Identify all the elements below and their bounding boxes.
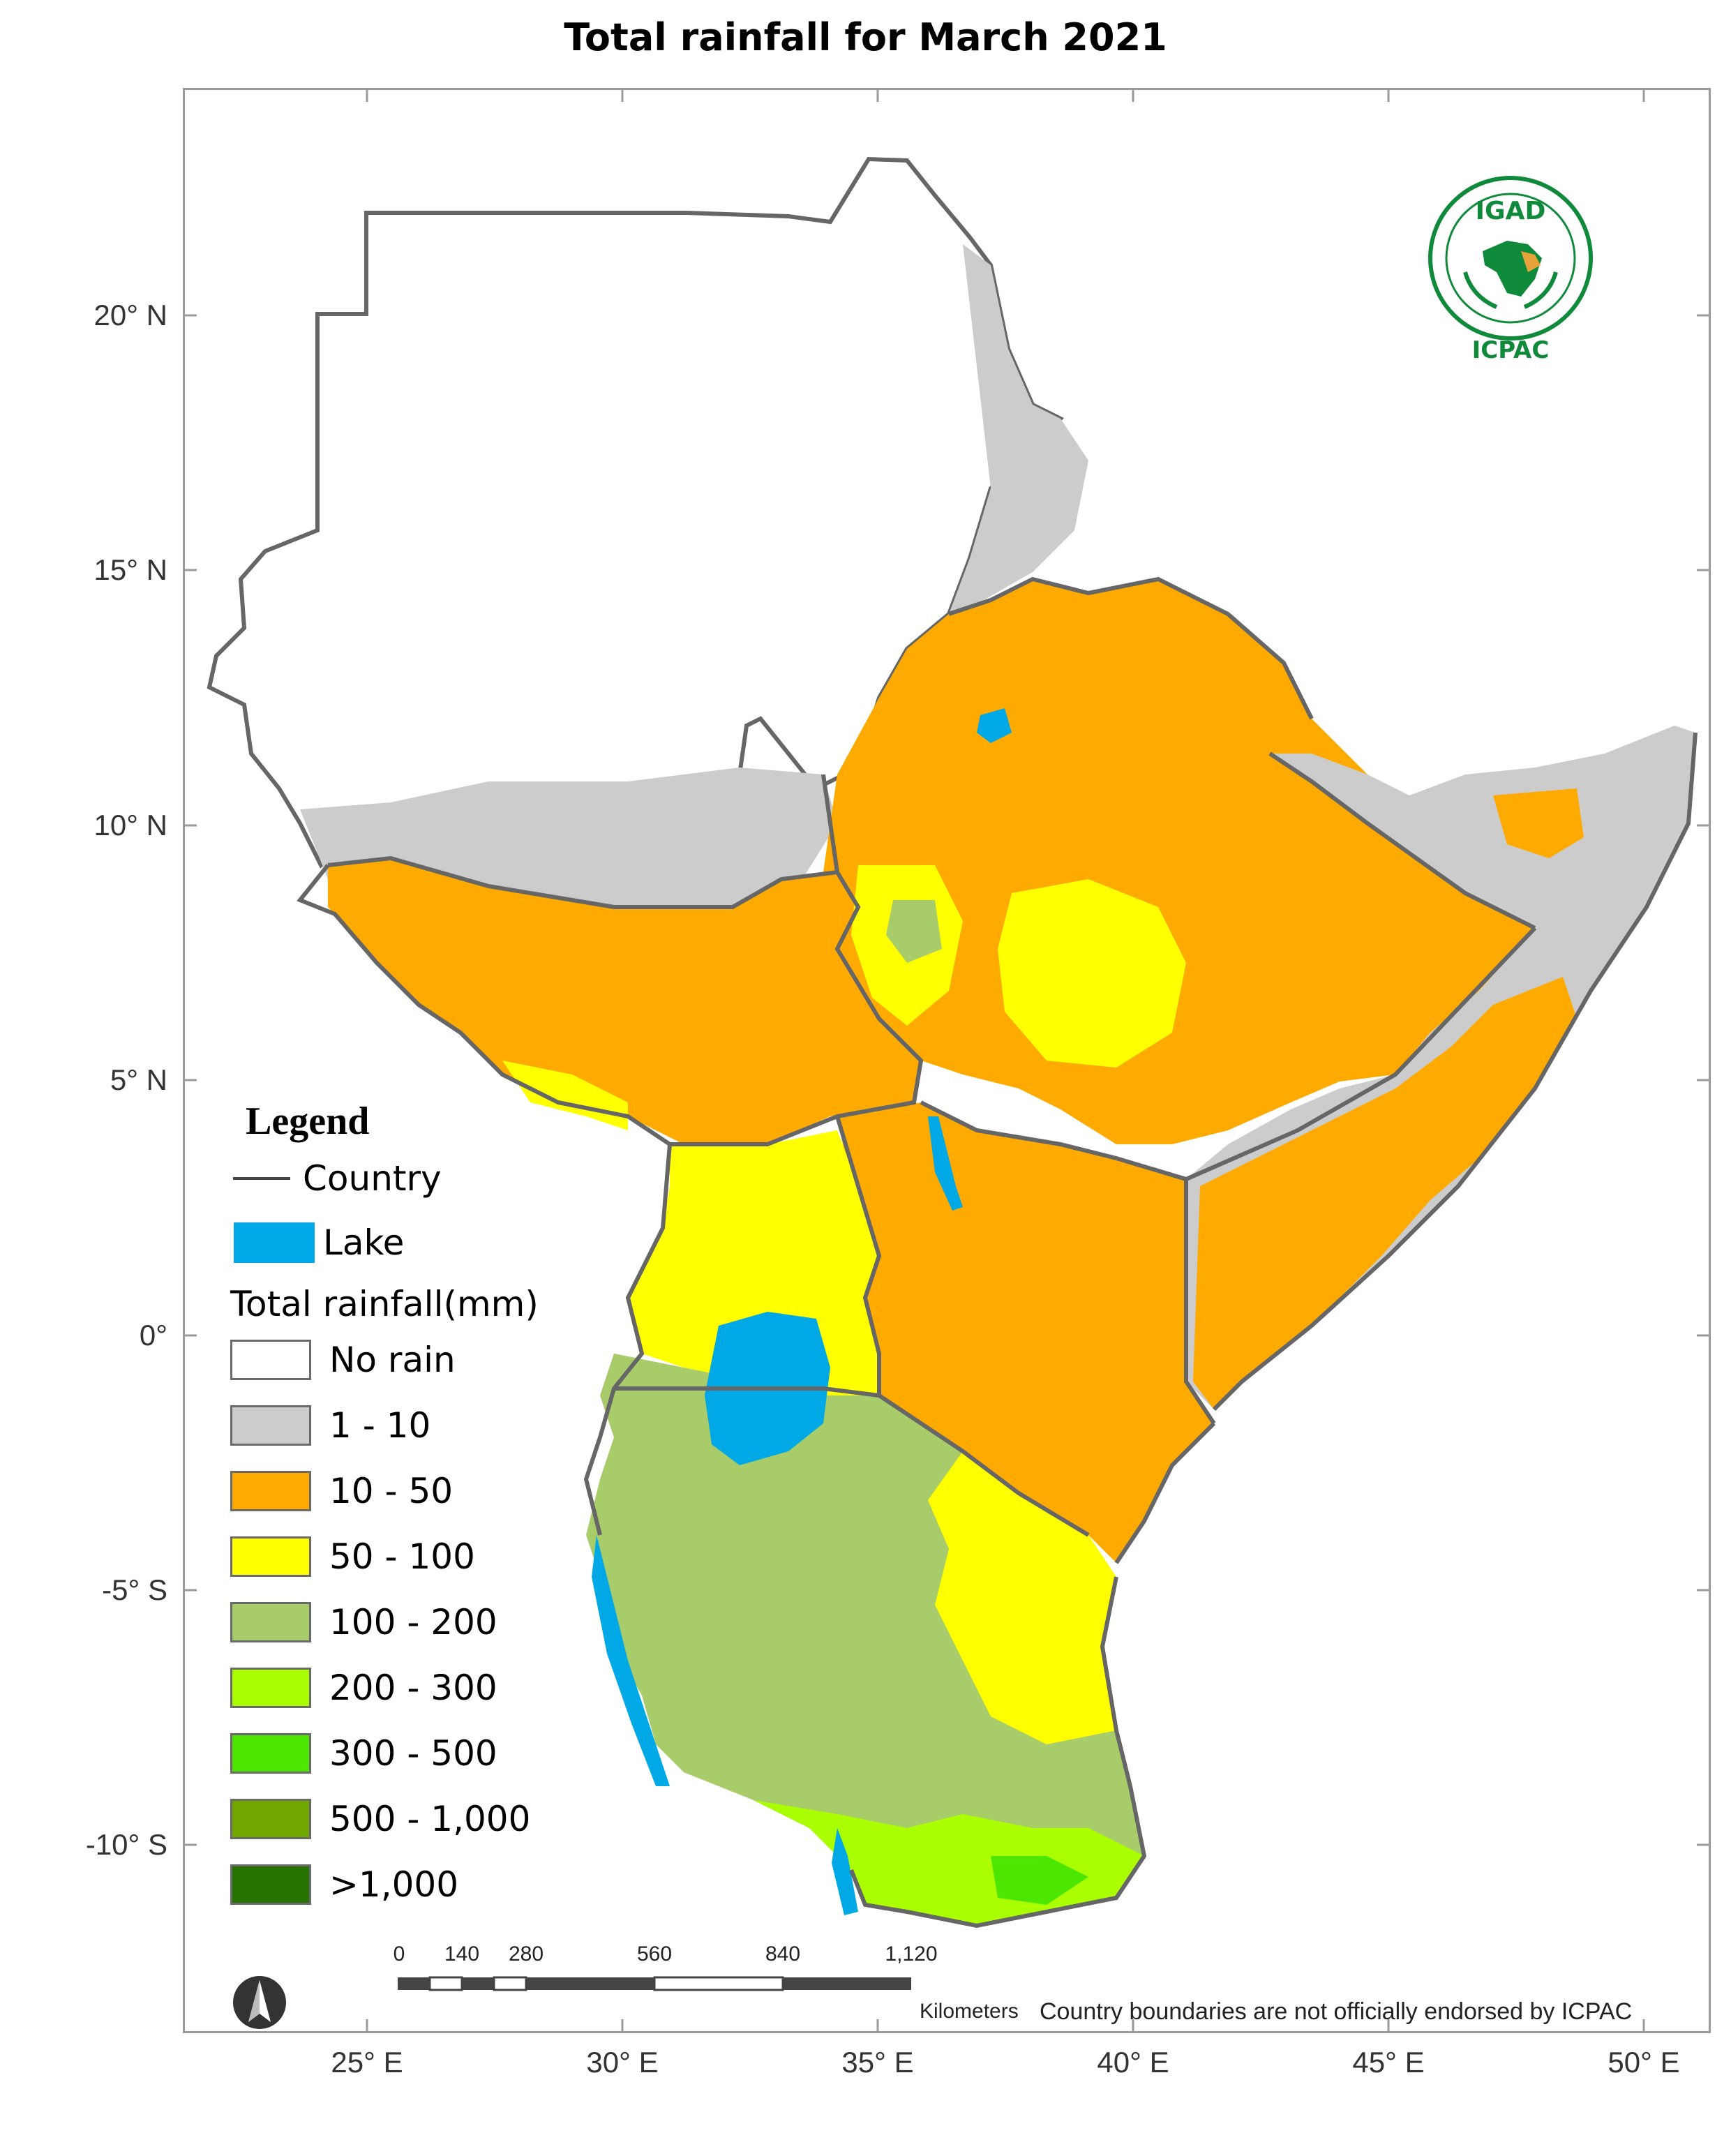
scale-tick-280: 280 bbox=[508, 1942, 544, 1966]
country-borders bbox=[297, 576, 1698, 1929]
legend-class-row: 500 - 1,000 bbox=[230, 1799, 530, 1839]
scale-unit: Kilometers bbox=[920, 2000, 1019, 2023]
disclaimer-text: Country boundaries are not officially en… bbox=[1040, 1998, 1633, 2025]
region-gray-eritrea bbox=[949, 244, 1088, 614]
lon-label-45: 45° E bbox=[1352, 2046, 1425, 2079]
legend-class-swatch bbox=[230, 1405, 311, 1446]
lake-swatch bbox=[234, 1222, 315, 1263]
lon-label-35: 35° E bbox=[841, 2046, 914, 2079]
legend-lake-row: Lake bbox=[234, 1222, 404, 1263]
legend-class-label: >1,000 bbox=[329, 1864, 459, 1905]
legend-lake-label: Lake bbox=[323, 1222, 405, 1263]
legend-class-row: 50 - 100 bbox=[230, 1536, 475, 1577]
legend-class-row: 100 - 200 bbox=[230, 1602, 497, 1642]
region-somalia-orange-north bbox=[1493, 788, 1584, 858]
lat-label-15n: 15° N bbox=[93, 553, 167, 586]
scale-tick-560: 560 bbox=[636, 1942, 673, 1966]
legend-title: Legend bbox=[246, 1100, 370, 1143]
legend-class-row: 300 - 500 bbox=[230, 1733, 497, 1774]
lat-label-10n: 10° N bbox=[93, 809, 167, 841]
legend-class-label: 200 - 300 bbox=[329, 1668, 497, 1708]
legend-class-row: 10 - 50 bbox=[230, 1471, 453, 1511]
lat-label-20n: 20° N bbox=[93, 299, 167, 331]
lon-label-25: 25° E bbox=[331, 2046, 403, 2079]
logo-acronym: IGAD bbox=[1475, 197, 1546, 225]
legend-class-swatch bbox=[230, 1864, 311, 1905]
legend-class-label: 10 - 50 bbox=[329, 1471, 454, 1511]
legend-class-swatch bbox=[230, 1602, 311, 1642]
map-title: Total rainfall for March 2021 bbox=[564, 15, 1167, 59]
scale-bar-graphic bbox=[398, 1976, 911, 1991]
map-legend: Legend bbox=[230, 1099, 621, 1144]
graticule-ticks bbox=[183, 88, 1711, 2033]
rainfall-heading-text: Total rainfall(mm) bbox=[230, 1284, 539, 1324]
scale-tick-140: 140 bbox=[444, 1942, 480, 1966]
legend-class-label: 500 - 1,000 bbox=[329, 1799, 531, 1839]
legend-class-row: No rain bbox=[230, 1340, 456, 1380]
legend-class-label: 100 - 200 bbox=[329, 1602, 497, 1642]
legend-class-swatch bbox=[230, 1340, 311, 1380]
region-kenya-orange bbox=[837, 1102, 1214, 1563]
lat-label-0: 0° bbox=[139, 1319, 167, 1352]
legend-class-swatch bbox=[230, 1733, 311, 1774]
region-ethiopia-yellow bbox=[998, 879, 1186, 1068]
lon-label-40: 40° E bbox=[1097, 2046, 1169, 2079]
scale-tick-1120: 1,120 bbox=[885, 1942, 938, 1966]
legend-class-row: 200 - 300 bbox=[230, 1668, 497, 1708]
igad-logo: IGAD ICPAC bbox=[1423, 174, 1598, 370]
legend-class-swatch bbox=[230, 1799, 311, 1839]
lon-label-30: 30° E bbox=[586, 2046, 659, 2079]
scale-tick-840: 840 bbox=[765, 1942, 801, 1966]
legend-class-row: >1,000 bbox=[230, 1864, 458, 1905]
north-arrow-icon bbox=[233, 1976, 286, 2029]
legend-class-label: No rain bbox=[329, 1340, 456, 1380]
lake-tana bbox=[977, 708, 1012, 743]
lake-malawi bbox=[832, 1828, 858, 1915]
region-tanzania-bright-green bbox=[991, 1856, 1088, 1905]
legend-country-row: Country bbox=[230, 1158, 442, 1199]
legend-rainfall-heading: Total rainfall(mm) bbox=[230, 1284, 539, 1324]
legend-class-label: 50 - 100 bbox=[329, 1536, 475, 1577]
lat-label-10s: -10° S bbox=[85, 1828, 167, 1861]
region-yellow-ss bbox=[502, 1061, 628, 1130]
country-line-icon bbox=[233, 1177, 290, 1180]
lon-label-50: 50° E bbox=[1608, 2046, 1680, 2079]
scale-tick-0: 0 bbox=[393, 1942, 405, 1966]
lake-tanganyika bbox=[592, 1535, 670, 1786]
legend-class-label: 1 - 10 bbox=[329, 1405, 431, 1446]
legend-class-swatch bbox=[230, 1536, 311, 1577]
region-sudan-no-rain bbox=[207, 156, 1065, 869]
lat-label-5n: 5° N bbox=[110, 1063, 167, 1096]
lake-turkana bbox=[928, 1116, 963, 1211]
igad-logo-icon bbox=[1428, 176, 1593, 340]
region-somalia-orange bbox=[1193, 977, 1577, 1409]
legend-class-swatch bbox=[230, 1668, 311, 1708]
logo-center-name: ICPAC bbox=[1471, 336, 1550, 364]
legend-class-label: 300 - 500 bbox=[329, 1733, 497, 1774]
lat-label-5s: -5° S bbox=[102, 1573, 167, 1606]
scale-bar: 0 140 280 560 840 1,120 bbox=[394, 1942, 938, 1995]
legend-class-swatch bbox=[230, 1471, 311, 1511]
region-ethiopia-green bbox=[886, 900, 942, 963]
legend-country-label: Country bbox=[303, 1158, 442, 1199]
region-south-sudan-orange bbox=[328, 858, 921, 1144]
legend-class-row: 1 - 10 bbox=[230, 1405, 430, 1446]
